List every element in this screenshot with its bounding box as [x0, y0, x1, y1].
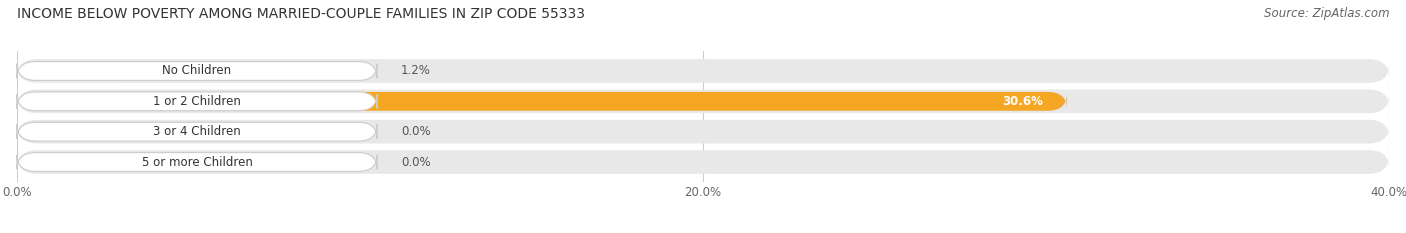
- FancyBboxPatch shape: [17, 62, 377, 80]
- FancyBboxPatch shape: [17, 150, 1389, 174]
- FancyBboxPatch shape: [17, 89, 1389, 113]
- FancyBboxPatch shape: [17, 62, 136, 80]
- Text: 0.0%: 0.0%: [401, 125, 430, 138]
- FancyBboxPatch shape: [17, 92, 1067, 111]
- Text: 3 or 4 Children: 3 or 4 Children: [153, 125, 240, 138]
- Text: INCOME BELOW POVERTY AMONG MARRIED-COUPLE FAMILIES IN ZIP CODE 55333: INCOME BELOW POVERTY AMONG MARRIED-COUPL…: [17, 7, 585, 21]
- Text: Source: ZipAtlas.com: Source: ZipAtlas.com: [1264, 7, 1389, 20]
- FancyBboxPatch shape: [17, 120, 1389, 144]
- FancyBboxPatch shape: [17, 153, 377, 171]
- Text: 30.6%: 30.6%: [1001, 95, 1043, 108]
- FancyBboxPatch shape: [17, 59, 1389, 83]
- Text: 0.0%: 0.0%: [401, 155, 430, 168]
- Text: No Children: No Children: [163, 65, 232, 78]
- FancyBboxPatch shape: [17, 92, 377, 111]
- FancyBboxPatch shape: [17, 122, 377, 141]
- Text: 1 or 2 Children: 1 or 2 Children: [153, 95, 240, 108]
- Text: 5 or more Children: 5 or more Children: [142, 155, 253, 168]
- FancyBboxPatch shape: [17, 122, 136, 141]
- FancyBboxPatch shape: [17, 153, 136, 171]
- Text: 1.2%: 1.2%: [401, 65, 432, 78]
